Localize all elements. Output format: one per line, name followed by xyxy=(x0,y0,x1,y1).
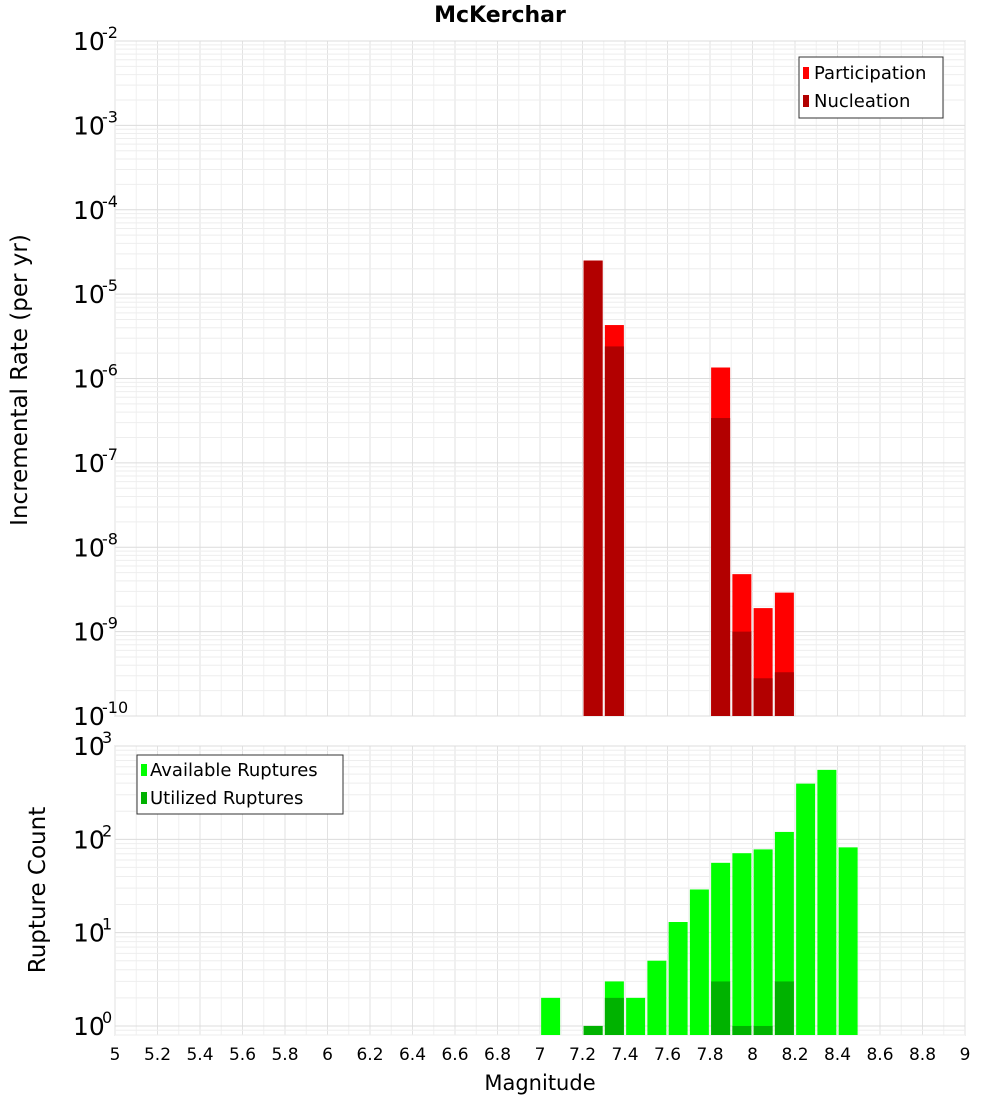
x-tick-label: 8.6 xyxy=(866,1045,893,1065)
y-tick-exponent: 1 xyxy=(102,915,112,934)
bottom-bar-a xyxy=(647,960,667,1035)
x-tick-labels: 5 5.2 5.4 5.6 5.8 6 6.2 6.4 6.6 6.8 7 7.2 7.4 7.6 7.8 8… xyxy=(110,1045,971,1065)
y-tick-exponent: -8 xyxy=(102,529,118,548)
y-tick-label: 10 xyxy=(73,449,105,478)
bottom-bar-a xyxy=(626,997,646,1035)
bottom-bar-b xyxy=(583,1025,603,1035)
bottom-legend: Available Ruptures Utilized Ruptures xyxy=(136,754,344,815)
bottom-bar-a xyxy=(689,889,709,1035)
y-tick-label: 10 xyxy=(73,280,105,309)
top-y-axis-label: Incremental Rate (per yr) xyxy=(7,234,33,526)
y-tick-exponent: 2 xyxy=(102,821,112,840)
x-tick-label: 8.4 xyxy=(824,1045,851,1065)
y-tick-exponent: -9 xyxy=(102,614,118,633)
y-tick-label: 10 xyxy=(73,111,105,140)
top-bars xyxy=(583,260,794,716)
x-tick-label: 5.8 xyxy=(271,1045,298,1065)
chart-title: McKerchar xyxy=(434,3,566,28)
y-tick-exponent: -6 xyxy=(102,361,118,380)
y-tick-label: 10 xyxy=(73,702,105,731)
y-tick-label: 10 xyxy=(73,732,105,761)
x-tick-label: 5.6 xyxy=(229,1045,256,1065)
x-tick-label: 8.8 xyxy=(909,1045,936,1065)
x-tick-label: 6.2 xyxy=(356,1045,383,1065)
y-tick-exponent: 3 xyxy=(102,728,112,747)
y-tick-exponent: -3 xyxy=(102,107,118,126)
x-tick-label: 6.8 xyxy=(484,1045,511,1065)
y-tick-exponent: -4 xyxy=(102,192,118,211)
x-tick-label: 6 xyxy=(322,1045,333,1065)
y-tick-label: 10 xyxy=(73,1012,105,1041)
x-tick-label: 7.8 xyxy=(696,1045,723,1065)
y-tick-label: 10 xyxy=(73,533,105,562)
bottom-bar-b xyxy=(774,981,794,1035)
bottom-bar-a xyxy=(668,922,688,1035)
bottom-bar-b xyxy=(732,1025,752,1035)
legend-swatch-available xyxy=(141,764,147,776)
bottom-bar-a xyxy=(541,997,561,1035)
x-tick-label: 7 xyxy=(535,1045,546,1065)
x-tick-label: 5.2 xyxy=(144,1045,171,1065)
x-tick-label: 7.6 xyxy=(654,1045,681,1065)
x-tick-label: 5.4 xyxy=(186,1045,213,1065)
bottom-bars xyxy=(541,769,858,1035)
bottom-y-axis-label: Rupture Count xyxy=(25,807,51,973)
bottom-bar-a xyxy=(796,783,816,1035)
y-tick-label: 10 xyxy=(73,825,105,854)
x-tick-label: 7.2 xyxy=(569,1045,596,1065)
top-bar-b xyxy=(711,418,731,716)
legend-label-participation: Participation xyxy=(814,63,926,84)
top-bar-b xyxy=(604,346,624,716)
legend-label-utilized: Utilized Ruptures xyxy=(150,788,303,809)
top-legend: Participation Nucleation xyxy=(798,56,944,119)
top-bar-b xyxy=(753,678,773,716)
x-tick-label: 7.4 xyxy=(611,1045,638,1065)
y-tick-label: 10 xyxy=(73,196,105,225)
legend-label-available: Available Ruptures xyxy=(150,760,318,781)
x-tick-label: 8.2 xyxy=(781,1045,808,1065)
top-bar-b xyxy=(774,672,794,716)
y-tick-label: 10 xyxy=(73,618,105,647)
bottom-bar-a xyxy=(838,847,858,1035)
x-tick-label: 6.6 xyxy=(441,1045,468,1065)
bottom-bar-a xyxy=(817,769,837,1035)
legend-swatch-participation xyxy=(803,67,809,79)
x-axis-label: Magnitude xyxy=(484,1071,595,1095)
y-tick-exponent: -5 xyxy=(102,276,118,295)
bottom-bar-a xyxy=(732,853,752,1035)
x-tick-label: 5 xyxy=(110,1045,121,1065)
bottom-bar-b xyxy=(604,997,624,1035)
bottom-bar-a xyxy=(753,849,773,1035)
y-tick-exponent: -10 xyxy=(102,698,128,717)
legend-swatch-nucleation xyxy=(803,95,809,107)
y-tick-exponent: 0 xyxy=(102,1008,112,1027)
y-tick-label: 10 xyxy=(73,365,105,394)
y-tick-exponent: -7 xyxy=(102,445,118,464)
bottom-legend-box xyxy=(136,754,344,815)
top-bar-b xyxy=(732,631,752,716)
top-bar-b xyxy=(583,260,603,716)
x-tick-label: 6.4 xyxy=(399,1045,426,1065)
legend-swatch-utilized xyxy=(141,792,147,804)
x-tick-label: 8 xyxy=(747,1045,758,1065)
bottom-bar-b xyxy=(711,981,731,1035)
y-tick-exponent: -2 xyxy=(102,23,118,42)
top-gridlines xyxy=(114,40,966,717)
y-tick-label: 10 xyxy=(73,919,105,948)
legend-label-nucleation: Nucleation xyxy=(814,91,910,112)
top-legend-box xyxy=(798,56,944,119)
y-tick-label: 10 xyxy=(73,27,105,56)
bottom-bar-b xyxy=(753,1025,773,1035)
x-tick-label: 9 xyxy=(960,1045,971,1065)
